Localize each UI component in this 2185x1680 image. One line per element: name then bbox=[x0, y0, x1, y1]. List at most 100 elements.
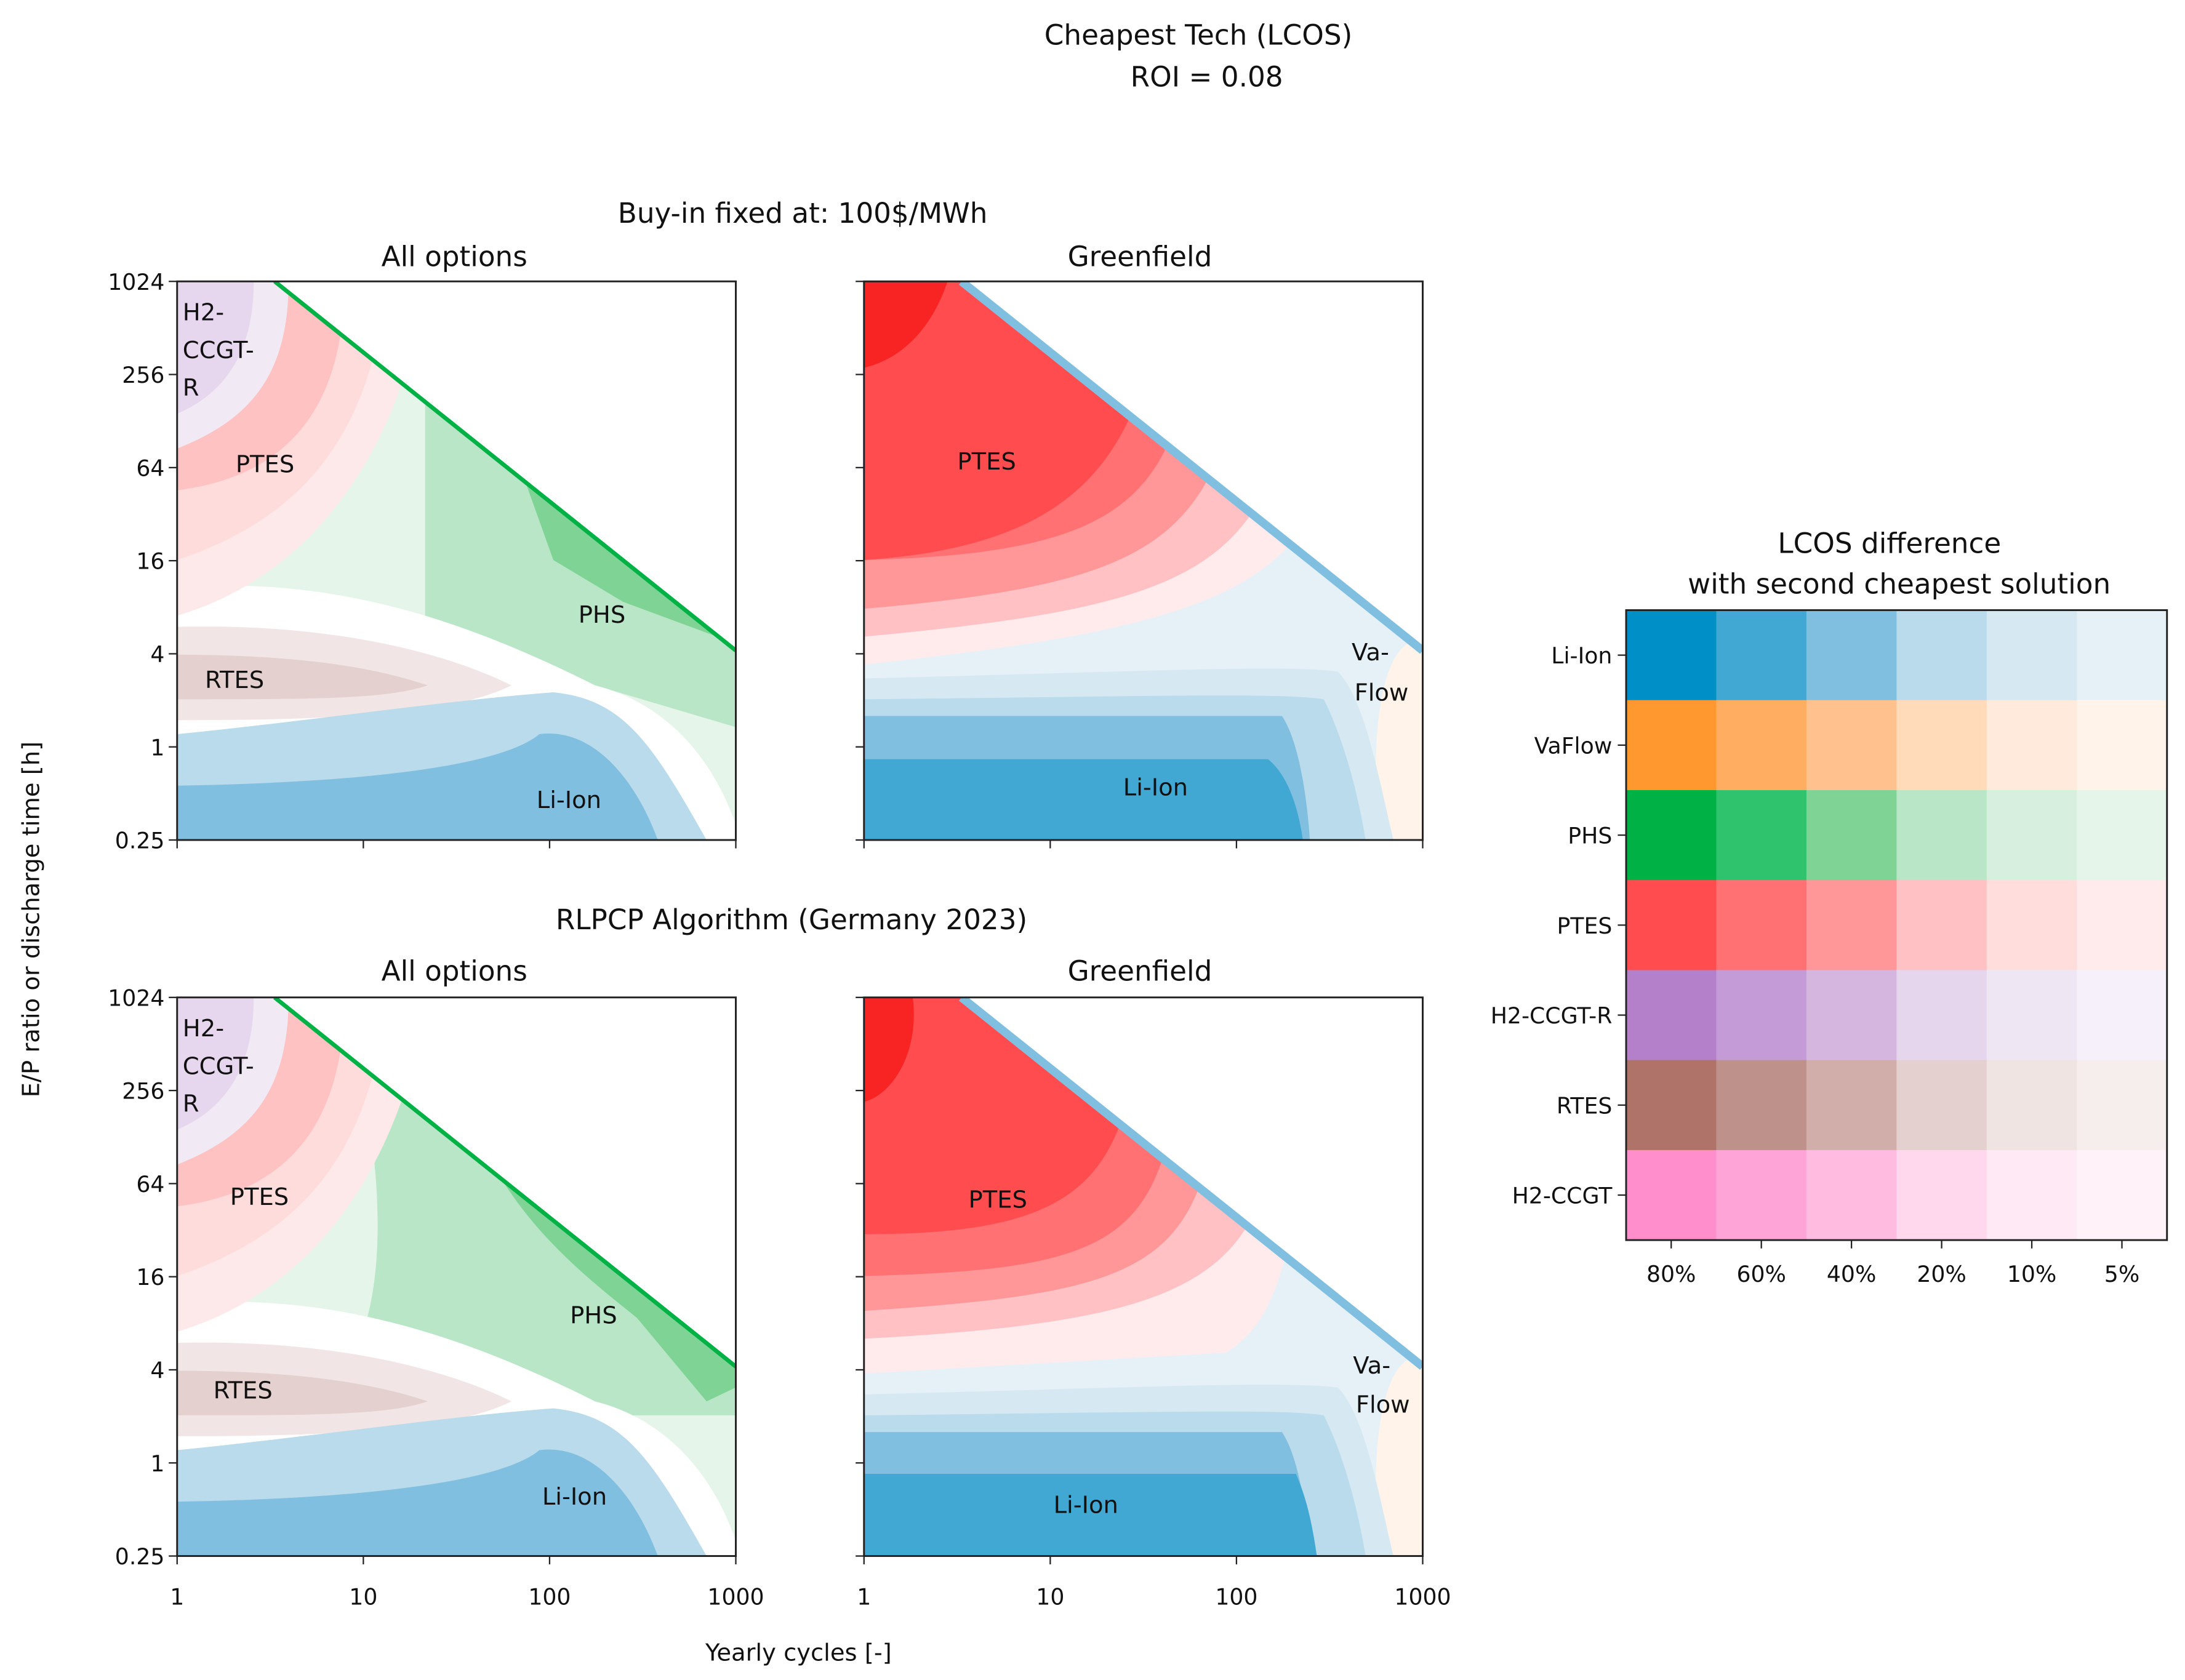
legend-cell-vaflow-60pct bbox=[1716, 700, 1808, 791]
ptes-region-core bbox=[864, 281, 948, 368]
legend-cell-li-ion-20pct bbox=[1896, 610, 1987, 701]
y-tick-label: 1 bbox=[150, 734, 164, 761]
legend-col-label: 20% bbox=[1917, 1261, 1966, 1287]
suptitle-line-1: Cheapest Tech (LCOS) bbox=[1044, 18, 1352, 51]
region-label-li-ion: Li-Ion bbox=[1054, 1491, 1118, 1519]
panel-title-bottom-left: All options bbox=[382, 955, 527, 988]
legend-cell-ptes-20pct bbox=[1896, 880, 1987, 971]
legend-row-label: PHS bbox=[1568, 823, 1612, 849]
region-label-rtes: RTES bbox=[205, 666, 264, 694]
y-tick-label: 0.25 bbox=[115, 1543, 165, 1570]
lcos-difference-legend: Li-Ion VaFlow PHS PTES H2-CCGT-R RTES H2-CCGT 8… bbox=[1491, 609, 2168, 1287]
legend-cell-ptes-40pct bbox=[1806, 880, 1898, 971]
y-tick-label: 0.25 bbox=[115, 828, 165, 854]
legend-cell-phs-20pct bbox=[1896, 790, 1987, 881]
row-title-buy-in: Buy-in fixed at: 100$/MWh bbox=[618, 197, 988, 230]
diagonal-edge bbox=[273, 281, 736, 652]
legend-cell-phs-10pct bbox=[1986, 790, 2078, 881]
legend-title-line-1: LCOS difference bbox=[1778, 527, 2001, 560]
x-axis-label: Yearly cycles [-] bbox=[705, 1639, 892, 1666]
liion-region-dark bbox=[177, 733, 658, 840]
region-label-ptes: PTES bbox=[236, 450, 294, 478]
heatmap-cells bbox=[864, 281, 1423, 840]
legend-cell-h2-ccgt-60pct bbox=[1716, 1150, 1808, 1241]
legend-cell-h2-ccgt-r-5pct bbox=[2077, 970, 2168, 1061]
panel-title-bottom-right: Greenfield bbox=[1068, 955, 1213, 988]
y-tick-label: 256 bbox=[122, 362, 164, 388]
liion-region-dark bbox=[864, 1473, 1317, 1556]
legend-cell-li-ion-80pct bbox=[1626, 610, 1717, 701]
legend-row-label: H2-CCGT-R bbox=[1491, 1002, 1613, 1029]
legend-cell-rtes-80pct bbox=[1626, 1060, 1717, 1151]
legend-row-label: Li-Ion bbox=[1551, 642, 1612, 669]
legend-frame bbox=[1625, 609, 2168, 1241]
legend-cell-phs-5pct bbox=[2077, 790, 2168, 881]
legend-cell-vaflow-20pct bbox=[1896, 700, 1987, 791]
legend-cell-h2-ccgt-r-60pct bbox=[1716, 970, 1808, 1061]
region-label-ptes: PTES bbox=[969, 1186, 1027, 1214]
y-tick-label: 1024 bbox=[108, 269, 164, 295]
legend-col-label: 80% bbox=[1646, 1261, 1696, 1287]
rtes-region-dark bbox=[177, 1370, 428, 1415]
legend-cell-h2-ccgt-r-40pct bbox=[1806, 970, 1898, 1061]
heatmap-cells bbox=[177, 281, 736, 840]
legend-cell-vaflow-40pct bbox=[1806, 700, 1898, 791]
legend-cell-rtes-60pct bbox=[1716, 1060, 1808, 1151]
legend-cell-h2-ccgt-20pct bbox=[1896, 1150, 1987, 1241]
x-tick-label: 100 bbox=[528, 1584, 571, 1610]
y-tick-label: 4 bbox=[150, 641, 164, 668]
diagonal-edge bbox=[273, 997, 736, 1369]
legend-cell-h2-ccgt-40pct bbox=[1806, 1150, 1898, 1241]
region-label-ptes: PTES bbox=[957, 448, 1016, 476]
legend-row-label: PTES bbox=[1557, 913, 1613, 939]
x-tick-label: 10 bbox=[349, 1584, 377, 1610]
region-label-va-flow: Flow bbox=[1356, 1391, 1410, 1418]
legend-cell-vaflow-80pct bbox=[1626, 700, 1717, 791]
y-tick-label: 256 bbox=[122, 1078, 164, 1105]
legend-cell-phs-60pct bbox=[1716, 790, 1808, 881]
legend-cell-phs-80pct bbox=[1626, 790, 1717, 881]
legend-cell-li-ion-5pct bbox=[2077, 610, 2168, 701]
y-tick-label: 1 bbox=[150, 1450, 164, 1477]
region-label-h2-ccgt-r: H2- bbox=[183, 299, 224, 327]
x-tick-label: 1 bbox=[170, 1584, 184, 1610]
diagonal-edge bbox=[958, 997, 1423, 1370]
x-tick-label: 1000 bbox=[1394, 1584, 1451, 1610]
h2-region-dark bbox=[177, 281, 254, 414]
x-tick-label: 1 bbox=[857, 1584, 871, 1610]
region-label-h2-ccgt-r: R bbox=[183, 374, 199, 402]
heatmap-panel-1: H2- CCGT- R PTES PHS RTES Li-Ion 0.25 1 4 16 64 256 1… bbox=[108, 269, 737, 854]
legend-col-label: 60% bbox=[1736, 1261, 1786, 1287]
heatmap-panel-4: PTES Va- Flow Li-Ion 1 10 100 1000 bbox=[856, 996, 1451, 1610]
region-label-rtes: RTES bbox=[214, 1377, 273, 1405]
row-title-rlpcp: RLPCP Algorithm (Germany 2023) bbox=[556, 903, 1027, 936]
panel-title-top-right: Greenfield bbox=[1068, 240, 1213, 273]
legend-cell-li-ion-60pct bbox=[1716, 610, 1808, 701]
region-label-va-flow: Va- bbox=[1352, 639, 1389, 666]
legend-cell-h2-ccgt-10pct bbox=[1986, 1150, 2078, 1241]
y-tick-label: 64 bbox=[136, 455, 164, 481]
legend-cell-h2-ccgt-5pct bbox=[2077, 1150, 2168, 1241]
legend-cell-h2-ccgt-r-80pct bbox=[1626, 970, 1717, 1061]
region-label-h2-ccgt-r: CCGT- bbox=[183, 1052, 254, 1080]
region-label-va-flow: Va- bbox=[1353, 1352, 1390, 1380]
y-tick-label: 16 bbox=[136, 1264, 164, 1290]
legend-cell-vaflow-10pct bbox=[1986, 700, 2078, 791]
legend-col-label: 40% bbox=[1827, 1261, 1876, 1287]
legend-title-line-2: with second cheapest solution bbox=[1688, 567, 2111, 600]
legend-cell-rtes-40pct bbox=[1806, 1060, 1898, 1151]
legend-cell-h2-ccgt-r-20pct bbox=[1896, 970, 1987, 1061]
legend-cell-rtes-10pct bbox=[1986, 1060, 2078, 1151]
region-label-h2-ccgt-r: CCGT- bbox=[183, 337, 254, 364]
region-label-phs: PHS bbox=[579, 601, 626, 629]
legend-col-label: 5% bbox=[2104, 1261, 2139, 1287]
region-label-li-ion: Li-Ion bbox=[542, 1483, 607, 1511]
legend-cell-h2-ccgt-80pct bbox=[1626, 1150, 1717, 1241]
heatmap-cells bbox=[864, 997, 1423, 1556]
y-tick-label: 16 bbox=[136, 548, 164, 575]
region-label-h2-ccgt-r: R bbox=[183, 1090, 199, 1118]
rtes-region-dark bbox=[177, 654, 428, 700]
legend-cell-ptes-5pct bbox=[2077, 880, 2168, 971]
y-axis-label: E/P ratio or discharge time [h] bbox=[18, 742, 46, 1097]
